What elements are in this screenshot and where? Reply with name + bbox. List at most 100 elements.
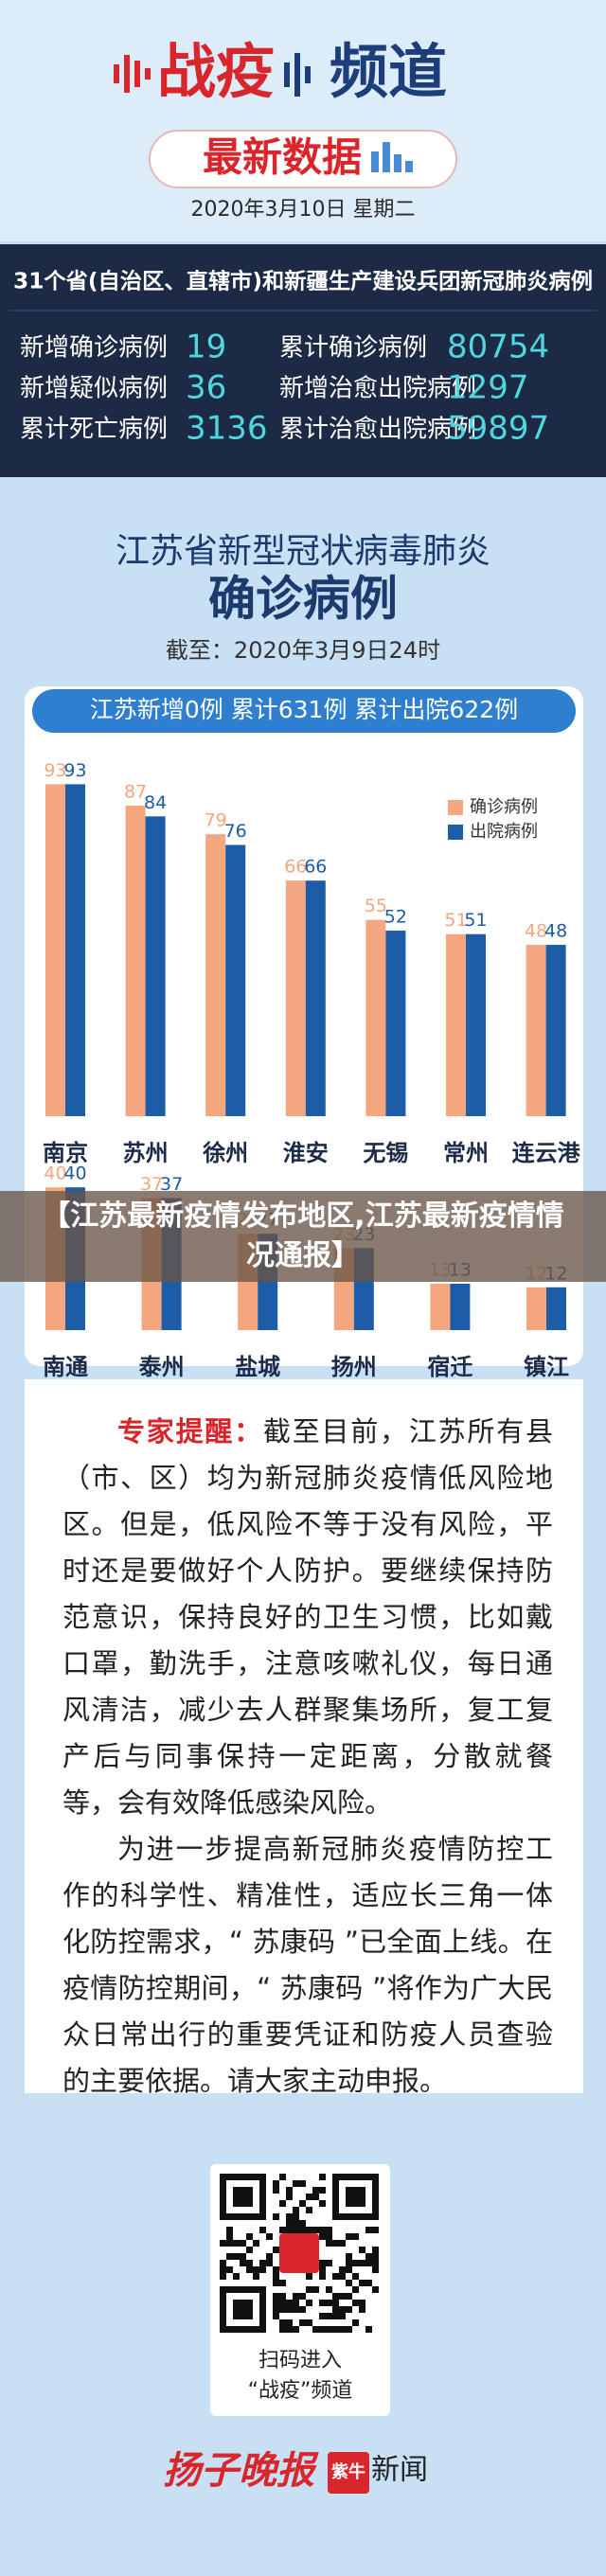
qr-cell [246,2233,253,2240]
qr-caption: 扫码进入 [258,2349,342,2372]
bar [446,933,466,1116]
qr-cell [365,2253,372,2260]
qr-cell [286,2194,293,2200]
qr-cell [346,2253,352,2260]
qr-cell [226,2227,233,2233]
badge-text: 最新数据 [203,134,362,181]
qr-cell [293,2213,299,2220]
qr-cell [372,2286,379,2293]
qr-cell [359,2247,365,2253]
qr-cell [372,2247,379,2253]
qr-cell [319,2326,326,2333]
qr-cell [226,2233,233,2240]
stat-value: 80754 [447,329,549,366]
qr-cell [339,2266,346,2273]
qr-cell [279,2300,286,2306]
footer-news: 新闻 [371,2454,428,2487]
qr-cell [319,2300,326,2306]
qr-cell [253,2273,259,2280]
advice-text: 截至目前，江苏所有县（市、区）均为新冠肺炎疫情低风险地区。但是，低风险不等于没有… [62,1415,553,1819]
qr-cell [352,2273,359,2280]
qr-cell [326,2313,332,2319]
bar [145,816,166,1116]
stat-label: 新增治愈出院病例 [279,375,476,403]
qr-cell [220,2240,226,2247]
qr-cell [339,2313,346,2319]
legend-swatch [448,800,463,815]
qr-cell [306,2207,312,2213]
section-title: 江苏省新型冠状病毒肺炎 [116,532,490,571]
qr-cell [306,2194,312,2200]
qr-cell [299,2200,306,2207]
qr-cell [273,2180,279,2187]
qr-cell [293,2220,299,2227]
qr-cell [273,2280,279,2286]
qr-cell [326,2227,332,2233]
qr-cell [319,2200,326,2207]
qr-cell [226,2253,233,2260]
qr-cell [372,2260,379,2266]
qr-cell [273,2266,279,2273]
bar [125,806,146,1116]
qr-cell [226,2266,233,2273]
qr-caption: “战疫”频道 [248,2379,353,2403]
qr-cell [279,2280,286,2286]
x-tick-label: 常州 [443,1140,489,1166]
qr-cell [240,2240,246,2247]
bar [45,784,65,1116]
qr-cell [253,2240,259,2247]
national-heading: 31个省(自治区、直辖市)和新疆生产建设兵团新冠肺炎病例 [13,269,593,294]
qr-cell [293,2207,299,2213]
qr-cell [226,2240,233,2247]
qr-cell [326,2286,332,2293]
x-tick-label: 泰州 [139,1354,185,1380]
qr-cell [319,2260,326,2266]
qr-cell [365,2227,372,2233]
value-label: 37 [140,1174,163,1195]
qr-cell [273,2306,279,2313]
qr-cell [273,2247,279,2253]
qr-cell [306,2319,312,2326]
qr-cell [233,2253,240,2260]
qr-cell [319,2233,326,2240]
stat-value: 36 [186,369,226,407]
value-label: 37 [160,1174,183,1195]
value-label: 66 [284,857,307,878]
qr-cell [365,2326,372,2333]
value-label: 76 [224,821,247,842]
qr-cell [220,2273,226,2280]
legend-label: 确诊病例 [470,797,538,817]
qr-cell [273,2293,279,2300]
qr-cell [352,2300,359,2306]
qr-cell [286,2220,293,2227]
qr-cell [332,2300,339,2306]
legend-swatch [448,825,463,840]
qr-cell [266,2233,273,2240]
value-label: 51 [464,910,487,931]
qr-card [210,2164,390,2416]
qr-logo [279,2233,319,2273]
x-tick-label: 盐城 [235,1354,280,1380]
value-label: 51 [444,910,467,931]
qr-cell [266,2260,273,2266]
qr-cell [273,2273,279,2280]
stat-label: 累计确诊病例 [279,334,427,363]
x-tick-label: 无锡 [363,1140,408,1166]
stat-label: 新增确诊病例 [20,334,168,363]
qr-cell [306,2286,312,2293]
qr-cell [332,2313,339,2319]
bar [430,1283,451,1330]
qr-cell [312,2194,319,2200]
value-label: 40 [44,1164,66,1184]
header-bg [0,0,606,241]
qr-cell [359,2280,365,2286]
bar [285,880,306,1116]
qr-cell [339,2306,346,2313]
qr-cell [220,2260,226,2266]
qr-cell [220,2266,226,2273]
date: 2020年3月10日 星期二 [191,198,416,222]
qr-cell [286,2319,293,2326]
value-label: 48 [525,921,547,942]
footer-brand: 扬子晚报 [163,2449,319,2493]
